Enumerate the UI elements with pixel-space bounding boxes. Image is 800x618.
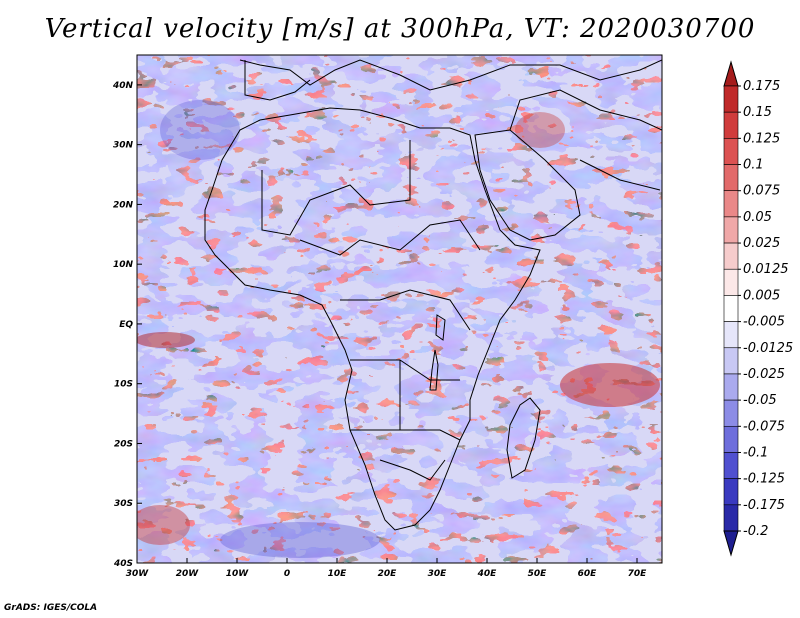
lat-tick-label: 20N <box>113 200 134 210</box>
colorbar-label: -0.2 <box>743 524 768 539</box>
lake-tanganyika <box>429 349 439 391</box>
colorbar-label: -0.175 <box>743 498 785 513</box>
colorbar-cell <box>723 242 739 270</box>
lon-tick-label: 30W <box>126 569 150 579</box>
lon-tick-label: 10W <box>226 569 250 579</box>
lat-tick-label: 10N <box>113 260 134 270</box>
lon-tick-label: 30E <box>428 569 448 579</box>
lat-tick-label: 10S <box>114 380 133 390</box>
colorbar-label: -0.025 <box>743 367 785 382</box>
africa-coastline <box>204 107 541 531</box>
colorbar-label: -0.075 <box>743 419 785 434</box>
lat-tick-label: 40N <box>112 81 134 91</box>
colorbar-cell <box>723 321 739 349</box>
credit-text: GrADS: IGES/COLA <box>4 603 98 613</box>
country-borders-north <box>261 140 411 236</box>
lat-tick-label: 20S <box>114 439 133 449</box>
colorbar-label: 0.005 <box>743 288 780 303</box>
colorbar-cell <box>723 85 739 113</box>
arabia-coastline <box>474 129 581 241</box>
downdraft-south <box>220 522 380 558</box>
colorbar: 0.175 0.15 0.125 0.1 0.075 0.05 0.025 0.0125 0.0… <box>723 60 793 557</box>
colorbar-label: 0.15 <box>743 105 772 120</box>
lon-tick-label: 70E <box>628 569 648 579</box>
colorbar-label: -0.0125 <box>743 341 793 356</box>
colorbar-cell <box>723 504 739 532</box>
colorbar-cell <box>723 347 739 375</box>
map-title: Vertical velocity [m/s] at 300hPa, VT: 2… <box>44 14 756 44</box>
country-borders-central <box>340 289 471 331</box>
colorbar-max-arrow <box>723 60 739 87</box>
updraft-middle-east <box>515 112 565 148</box>
lon-tick-label: 60E <box>578 569 598 579</box>
colorbar-cell <box>723 164 739 192</box>
lon-tick-label: 10E <box>328 569 348 579</box>
country-borders-south <box>379 459 446 481</box>
downdraft-northwest <box>160 100 240 160</box>
lon-tick-label: 0 <box>284 569 290 579</box>
colorbar-label: 0.1 <box>743 158 764 173</box>
colorbar-label: 0.125 <box>743 131 780 146</box>
colorbar-cell <box>723 373 739 401</box>
colorbar-cell <box>723 452 739 479</box>
colorbar-cell <box>723 478 739 506</box>
colorbar-cell <box>723 295 739 322</box>
country-borders-sahel <box>299 219 481 256</box>
colorbar-cell <box>723 111 739 139</box>
lake-victoria <box>435 314 446 341</box>
lat-tick-label: 30N <box>113 141 134 151</box>
lat-tick-label: 30S <box>114 499 133 509</box>
colorbar-cell <box>723 399 739 427</box>
colorbar-cell <box>723 216 739 244</box>
colorbar-label: 0.075 <box>743 184 780 199</box>
colorbar-cell <box>723 190 739 218</box>
lat-tick-label: 40S <box>113 559 133 569</box>
lon-tick-label: 40E <box>477 569 498 579</box>
colorbar-label: -0.1 <box>743 445 768 460</box>
coastlines <box>204 59 662 531</box>
colorbar-label: 0.175 <box>743 79 780 94</box>
lat-tick-label: EQ <box>119 320 133 330</box>
colorbar-cell <box>723 425 739 453</box>
longitude-axis: 30W 20W 10W 0 10E 20E 30E 40E 50E 60E 70E <box>126 558 647 579</box>
colorbar-label: 0.025 <box>743 236 780 251</box>
updraft-southwest <box>137 505 190 545</box>
europe-coastline <box>239 59 662 91</box>
updraft-band-west <box>137 332 195 348</box>
latitude-axis: 40N 30N 20N 10N EQ 10S 20S 30S 40S <box>112 81 142 569</box>
lon-tick-label: 20W <box>176 569 200 579</box>
strong-updraft-area <box>560 363 660 407</box>
lon-tick-label: 20E <box>378 569 398 579</box>
colorbar-cell <box>723 138 739 165</box>
colorbar-cell <box>723 268 739 296</box>
country-borders-middle-east <box>509 89 662 191</box>
country-borders-south-central <box>350 359 461 441</box>
colorbar-label: 0.0125 <box>743 262 789 277</box>
iberia-coastline <box>244 60 311 101</box>
colorbar-label: -0.05 <box>743 393 777 408</box>
colorbar-label: -0.005 <box>743 315 785 330</box>
velocity-field <box>137 55 662 563</box>
plot-frame <box>136 54 663 564</box>
colorbar-min-arrow <box>723 530 739 557</box>
colorbar-label: -0.125 <box>743 472 785 487</box>
madagascar-coastline <box>506 397 541 479</box>
colorbar-label: 0.05 <box>743 210 772 225</box>
lon-tick-label: 50E <box>528 569 548 579</box>
